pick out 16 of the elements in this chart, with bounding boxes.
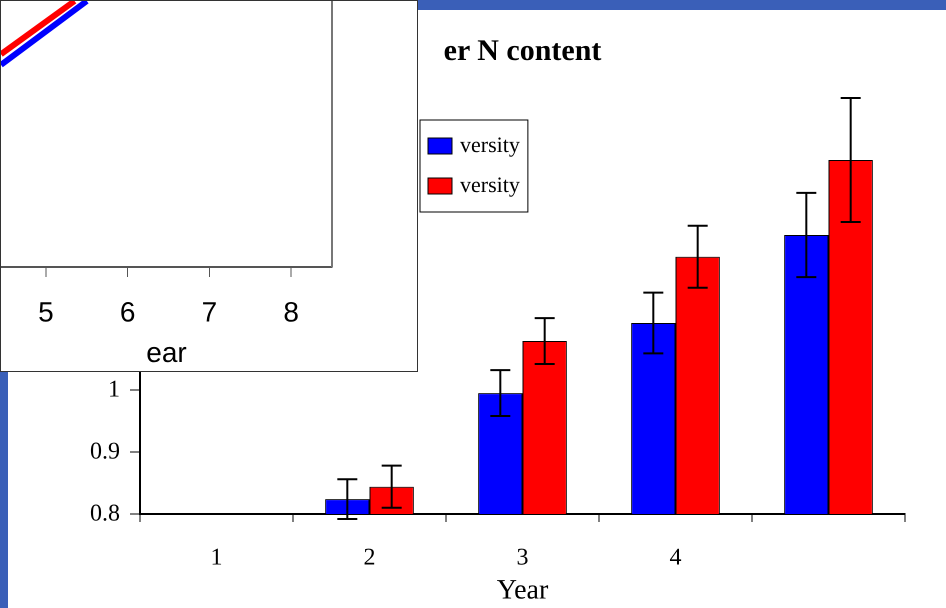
- x-tick-label: 2: [364, 544, 376, 571]
- x-axis-title: ear: [146, 336, 187, 368]
- x-tick-label: 7: [202, 296, 218, 328]
- x-tick-label: 6: [120, 296, 136, 328]
- x-tick-label: 5: [38, 296, 54, 328]
- y-tick-label: 0.8: [90, 500, 120, 526]
- x-tick-label: 8: [283, 296, 299, 328]
- legend-label: versity: [460, 172, 520, 197]
- x-tick-label: 3: [516, 544, 528, 571]
- x-axis-title: Year: [496, 574, 549, 606]
- x-tick-label: 1: [210, 544, 222, 571]
- y-tick-label: 0.9: [90, 438, 120, 464]
- x-tick-label: 4: [670, 544, 682, 571]
- legend-label: versity: [460, 132, 520, 157]
- chart-title: er N content: [444, 34, 602, 67]
- y-tick-label: 1: [108, 376, 120, 402]
